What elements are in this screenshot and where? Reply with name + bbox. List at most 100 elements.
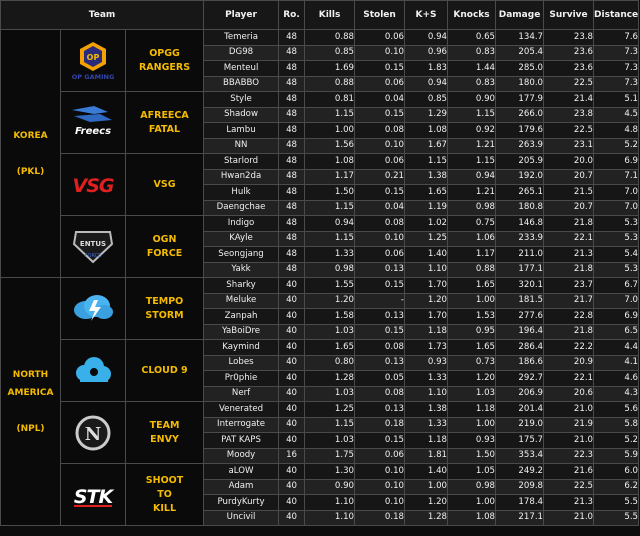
table-row: Uncivil 40 1.10 0.18 1.28 1.08 217.1 21.0 5.5 — [1, 509, 640, 526]
ks-cell: 1.02 — [404, 215, 449, 232]
header-row: Team Player Ro. Kills Stolen K+S Knocks … — [0, 0, 640, 30]
kills-cell: 1.75 — [304, 447, 356, 464]
survive-cell: 21.0 — [543, 432, 595, 449]
header-ro: Ro. — [278, 0, 306, 30]
ks-cell: 1.18 — [404, 432, 449, 449]
knocks-cell: 1.17 — [447, 246, 497, 263]
damage-cell: 277.6 — [495, 308, 545, 325]
player-name: Pr0phie — [203, 370, 280, 387]
ro-cell: 16 — [278, 447, 306, 464]
damage-cell: 179.6 — [495, 122, 545, 139]
ks-cell: 1.10 — [404, 385, 449, 402]
damage-cell: 196.4 — [495, 323, 545, 340]
knocks-cell: 0.73 — [447, 354, 497, 371]
survive-cell: 21.0 — [543, 509, 595, 526]
stolen-cell: 0.15 — [354, 106, 406, 123]
survive-cell: 21.6 — [543, 463, 595, 480]
survive-cell: 21.8 — [543, 261, 595, 278]
ks-cell: 1.81 — [404, 447, 449, 464]
ro-cell: 40 — [278, 323, 306, 340]
stolen-cell: 0.06 — [354, 29, 406, 46]
damage-cell: 177.9 — [495, 91, 545, 108]
stolen-cell: 0.15 — [354, 432, 406, 449]
distance-cell: 7.6 — [593, 29, 640, 46]
stolen-cell: - — [354, 292, 406, 309]
kills-cell: 0.88 — [304, 75, 356, 92]
header-player: Player — [203, 0, 280, 30]
survive-cell: 21.8 — [543, 323, 595, 340]
header-distance: Distance — [593, 0, 640, 30]
knocks-cell: 0.98 — [447, 199, 497, 216]
distance-cell: 5.9 — [593, 447, 640, 464]
distance-cell: 5.3 — [593, 230, 640, 247]
ks-cell: 1.10 — [404, 261, 449, 278]
table-row: Daengchae 48 1.15 0.04 1.19 0.98 180.8 20.7 7.0 — [1, 199, 640, 216]
stolen-cell: 0.10 — [354, 478, 406, 495]
ro-cell: 48 — [278, 106, 306, 123]
header-stolen: Stolen — [354, 0, 406, 30]
svg-text:VSG: VSG — [73, 175, 114, 197]
kills-cell: 1.20 — [304, 292, 356, 309]
ro-cell: 48 — [278, 91, 306, 108]
kills-cell: 1.15 — [304, 416, 356, 433]
table-row: Hwan2da 48 1.17 0.21 1.38 0.94 192.0 20.7 7.1 — [1, 168, 640, 185]
stolen-cell: 0.06 — [354, 246, 406, 263]
knocks-cell: 1.00 — [447, 292, 497, 309]
ro-cell: 40 — [278, 401, 306, 418]
distance-cell: 5.4 — [593, 246, 640, 263]
player-name: Hwan2da — [203, 168, 280, 185]
damage-cell: 205.9 — [495, 153, 545, 170]
player-name: Daengchae — [203, 199, 280, 216]
player-name: PurdyKurty — [203, 494, 280, 511]
distance-cell: 5.6 — [593, 401, 640, 418]
stolen-cell: 0.15 — [354, 323, 406, 340]
knocks-cell: 0.83 — [447, 44, 497, 61]
ro-cell: 48 — [278, 153, 306, 170]
knocks-cell: 1.03 — [447, 385, 497, 402]
table-row: Zanpah 40 1.58 0.13 1.70 1.53 277.6 22.8 6.9 — [1, 308, 640, 325]
distance-cell: 4.3 — [593, 385, 640, 402]
kills-cell: 1.03 — [304, 432, 356, 449]
knocks-cell: 1.65 — [447, 339, 497, 356]
stolen-cell: 0.04 — [354, 91, 406, 108]
table-row: Moody 16 1.75 0.06 1.81 1.50 353.4 22.3 5.9 — [1, 447, 640, 464]
ks-cell: 1.20 — [404, 494, 449, 511]
ks-cell: 1.19 — [404, 199, 449, 216]
table-row: DG98 48 0.85 0.10 0.96 0.83 205.4 23.6 7.3 — [1, 44, 640, 61]
player-name: Zanpah — [203, 308, 280, 325]
ks-cell: 1.28 — [404, 509, 449, 526]
shoot-to-kill-logo: STK — [60, 463, 126, 526]
stolen-cell: 0.18 — [354, 416, 406, 433]
survive-cell: 23.6 — [543, 60, 595, 77]
player-name: Lobes — [203, 354, 280, 371]
player-name: Menteul — [203, 60, 280, 77]
ro-cell: 48 — [278, 230, 306, 247]
ks-cell: 1.20 — [404, 292, 449, 309]
distance-cell: 7.3 — [593, 75, 640, 92]
ro-cell: 48 — [278, 184, 306, 201]
ro-cell: 40 — [278, 478, 306, 495]
ks-cell: 1.08 — [404, 122, 449, 139]
table-row: Freecs AFREECA FATAL Style 48 0.81 0.04 0.85 0… — [1, 91, 640, 154]
table-row: Yakk 48 0.98 0.13 1.10 0.88 177.1 21.8 5.3 — [1, 261, 640, 278]
stolen-cell: 0.04 — [354, 199, 406, 216]
damage-cell: 353.4 — [495, 447, 545, 464]
team-name: TEMPO STORM — [124, 277, 205, 340]
distance-cell: 4.8 — [593, 122, 640, 139]
survive-cell: 20.6 — [543, 385, 595, 402]
survive-cell: 22.2 — [543, 339, 595, 356]
survive-cell: 20.9 — [543, 354, 595, 371]
svg-text:N: N — [85, 424, 101, 445]
ro-cell: 40 — [278, 308, 306, 325]
damage-cell: 263.9 — [495, 137, 545, 154]
table-row: STK SHOOT TO KILL aLOW 40 1.30 0.10 1.40 1.05 2… — [1, 463, 640, 526]
player-name: Moody — [203, 447, 280, 464]
ks-cell: 1.73 — [404, 339, 449, 356]
ks-cell: 1.00 — [404, 478, 449, 495]
svg-text:FORCE: FORCE — [85, 253, 102, 259]
damage-cell: 186.6 — [495, 354, 545, 371]
ks-cell: 1.38 — [404, 401, 449, 418]
ro-cell: 40 — [278, 416, 306, 433]
survive-cell: 21.5 — [543, 184, 595, 201]
ks-cell: 1.65 — [404, 184, 449, 201]
